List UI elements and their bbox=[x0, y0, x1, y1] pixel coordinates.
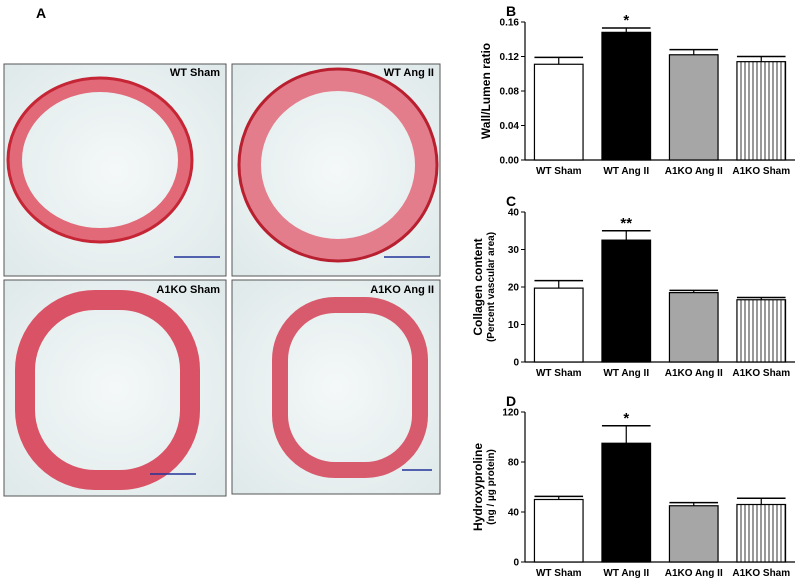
x-tick-label: WT Ang II bbox=[603, 368, 649, 379]
image-label: A1KO Ang II bbox=[370, 284, 434, 296]
micrograph: WT Ang II bbox=[231, 63, 441, 277]
panel-label: D bbox=[506, 393, 516, 409]
image-label: A1KO Sham bbox=[156, 284, 220, 296]
y-axis-label: Collagen content bbox=[471, 238, 485, 335]
y-axis-label: Wall/Lumen ratio bbox=[479, 43, 493, 139]
y-tick-label: 120 bbox=[502, 408, 519, 419]
x-tick-label: WT Sham bbox=[536, 568, 582, 579]
bar bbox=[533, 287, 584, 363]
y-tick-label: 0.00 bbox=[500, 156, 520, 167]
y-tick-label: 40 bbox=[508, 508, 520, 519]
bar bbox=[668, 54, 719, 161]
bar bbox=[601, 31, 652, 161]
bar bbox=[736, 61, 787, 161]
bar bbox=[601, 239, 652, 363]
y-tick-label: 80 bbox=[508, 458, 520, 469]
x-tick-label: A1KO Ang II bbox=[665, 166, 723, 177]
micrograph: WT Sham bbox=[3, 63, 227, 277]
bar bbox=[736, 503, 787, 563]
panel-label: C bbox=[506, 193, 516, 209]
y-tick-label: 0 bbox=[513, 558, 519, 569]
micrograph: A1KO Sham bbox=[3, 279, 227, 497]
y-axis-sublabel: (Percent vascular area) bbox=[486, 232, 497, 342]
bar bbox=[736, 299, 787, 363]
y-tick-label: 0.08 bbox=[500, 87, 520, 98]
y-tick-label: 0 bbox=[513, 358, 519, 369]
x-tick-label: A1KO Sham bbox=[732, 368, 790, 379]
image-label: WT Ang II bbox=[384, 67, 434, 79]
significance-marker: ** bbox=[620, 215, 632, 232]
x-tick-label: A1KO Sham bbox=[732, 166, 790, 177]
y-tick-label: 30 bbox=[508, 245, 520, 256]
image-label: WT Sham bbox=[170, 67, 220, 79]
y-tick-label: 10 bbox=[508, 320, 520, 331]
y-tick-label: 0.12 bbox=[500, 52, 520, 63]
bar bbox=[601, 442, 652, 563]
x-tick-label: WT Ang II bbox=[603, 568, 649, 579]
x-tick-label: A1KO Ang II bbox=[665, 568, 723, 579]
bar bbox=[668, 292, 719, 363]
panel-label: A bbox=[36, 5, 46, 21]
bar bbox=[533, 63, 584, 161]
x-tick-label: WT Sham bbox=[536, 368, 582, 379]
y-tick-label: 0.04 bbox=[500, 121, 520, 132]
y-axis-sublabel: (ng / µg protein) bbox=[486, 449, 497, 525]
bar bbox=[668, 505, 719, 563]
significance-marker: * bbox=[623, 410, 629, 427]
y-tick-label: 0.16 bbox=[500, 18, 520, 29]
x-tick-label: WT Sham bbox=[536, 166, 582, 177]
x-tick-label: A1KO Ang II bbox=[665, 368, 723, 379]
y-tick-label: 40 bbox=[508, 208, 520, 219]
panel-label: B bbox=[506, 3, 516, 19]
x-tick-label: WT Ang II bbox=[603, 166, 649, 177]
micrograph: A1KO Ang II bbox=[231, 279, 441, 495]
x-tick-label: A1KO Sham bbox=[732, 568, 790, 579]
bar bbox=[533, 498, 584, 563]
y-axis-label: Hydroxyproline bbox=[471, 443, 485, 531]
y-tick-label: 20 bbox=[508, 283, 520, 294]
significance-marker: * bbox=[623, 12, 629, 29]
